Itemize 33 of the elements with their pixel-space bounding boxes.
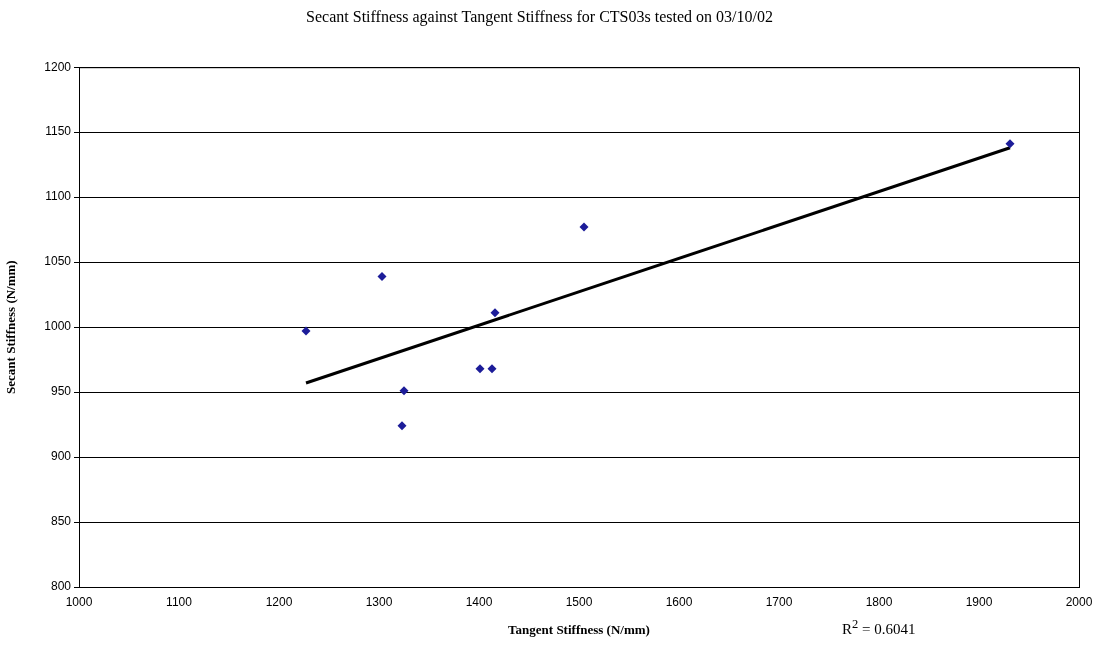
x-tick-label: 1400 (465, 594, 493, 609)
y-tick-label: 850 (50, 514, 72, 529)
point (579, 222, 589, 232)
x-axis-title: Tangent Stiffness (N/mm) (508, 621, 650, 637)
y-tick-label: 1150 (45, 124, 72, 139)
y-tick-label: 800 (50, 579, 72, 594)
x-tick-label: 1800 (865, 594, 893, 609)
y-tick-label: 950 (50, 384, 72, 399)
y-tick-label: 1200 (44, 59, 72, 74)
point (1005, 139, 1015, 149)
text: R$^{2}$ = 0.6041 (842, 617, 916, 638)
point (475, 364, 485, 374)
x-tick-label: 1600 (665, 594, 693, 609)
y-tick-label: 900 (50, 449, 72, 464)
point (301, 326, 311, 336)
x-tick-label: 1300 (365, 594, 393, 609)
x-tick-label: 2000 (1065, 594, 1093, 609)
y-tick-label: 1100 (45, 189, 72, 204)
y-axis-title: Secant Stiffness (N/mm) (3, 260, 19, 394)
x-tick-label: 1200 (265, 594, 293, 609)
chart-title: Secant Stiffness against Tangent Stiffness for CTS03s tested on 03/10/02 (306, 7, 773, 26)
x-tick-label: 1000 (65, 594, 93, 609)
y-tick-label: 1050 (44, 254, 72, 269)
x-tick-label: 1500 (565, 594, 593, 609)
point (397, 421, 407, 431)
x-tick-label: 1700 (765, 594, 793, 609)
point (490, 308, 500, 318)
point (399, 386, 409, 396)
point (377, 271, 387, 281)
y-tick-label: 1000 (44, 319, 72, 334)
x-tick-label: 1900 (965, 594, 993, 609)
x-tick-label: 1100 (166, 594, 193, 609)
point (487, 364, 497, 374)
